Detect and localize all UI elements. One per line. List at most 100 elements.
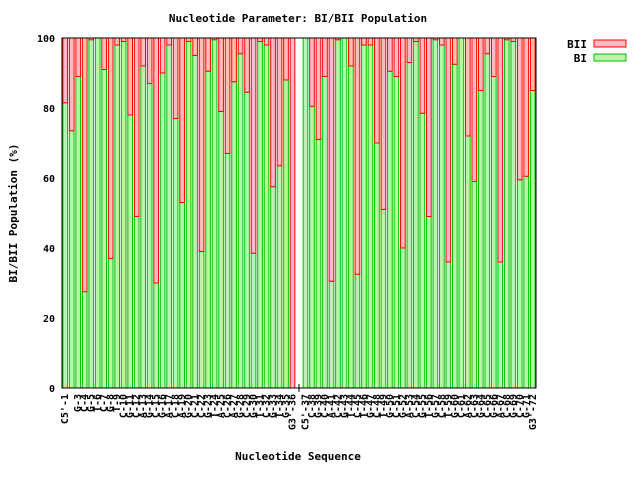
bar-bii-C-22 <box>198 37 205 252</box>
x-tick-label: G-55 <box>417 394 428 418</box>
bar-bii-G-47 <box>367 37 374 46</box>
bar-bi-A-13 <box>140 65 147 389</box>
bar-bii-G-64 <box>477 37 484 91</box>
x-tick-label: C-45 <box>352 394 363 418</box>
bar-bii-C-51 <box>393 37 400 77</box>
bar-bii-C-63 <box>471 37 478 182</box>
bar-bi-A-19 <box>179 202 185 389</box>
bar-bii-G3'-72 <box>529 37 536 91</box>
x-tick-label: A-25 <box>216 394 227 418</box>
legend-swatch-bii <box>593 39 627 48</box>
bar-bii-C-2 <box>68 37 75 132</box>
bar-bi-C-68 <box>503 39 510 389</box>
bar-bi-C-12 <box>133 216 140 389</box>
bar-bi-C-21 <box>192 55 198 389</box>
x-tick-label: C-12 <box>132 394 143 418</box>
bar-bi-G-64 <box>477 90 484 389</box>
x-tick-label: G-16 <box>158 394 169 418</box>
x-tick-label: T-24 <box>210 394 221 418</box>
legend-swatch-bi <box>593 53 627 62</box>
bar-bi-G-3 <box>75 76 82 389</box>
x-tick-label: G-39 <box>313 394 324 418</box>
x-tick-label: T-34 <box>275 394 286 418</box>
bar-bi-G-30 <box>250 252 257 389</box>
bar-bii-C-58 <box>439 37 445 46</box>
x-tick-label: C5'-37 <box>300 394 311 430</box>
x-tick-label: G-33 <box>268 394 279 418</box>
x-tick-label: G-64 <box>476 394 487 418</box>
bar-bii-C-26 <box>224 37 231 154</box>
x-tick-label: G-3 <box>73 394 84 412</box>
bar-bii-G-28 <box>237 37 244 55</box>
bar-bi-G-39 <box>315 139 322 389</box>
x-tick-label: G-60 <box>450 394 461 418</box>
legend-label-bii: BII <box>567 38 587 51</box>
y-tick-label: 100 <box>37 34 55 45</box>
x-tick-label: T-49 <box>378 394 389 418</box>
bar-bi-C-63 <box>471 181 478 389</box>
bar-bii-C-10 <box>120 37 127 42</box>
bar-bii-G-3 <box>75 37 82 77</box>
bar-bii-T-56 <box>426 37 432 217</box>
x-tick-label: G-30 <box>249 394 260 418</box>
x-tick-label: G-28 <box>236 394 247 418</box>
x-axis-label: Nucleotide Sequence <box>235 450 361 463</box>
bar-bii-A-13 <box>140 37 147 67</box>
x-tick-label: C-40 <box>320 394 331 418</box>
bar-bi-A-62 <box>464 135 471 389</box>
x-tick-label: A-67 <box>495 394 506 418</box>
plot-frame <box>61 37 537 392</box>
y-axis-label: BI/BII Population (%) <box>7 143 20 282</box>
bar-bi-G-47 <box>367 44 374 389</box>
bar-bi-C-7 <box>101 69 108 389</box>
bar-bii-G-50 <box>387 37 393 72</box>
x-tick-label: C-61 <box>456 394 467 418</box>
bar-bii-G-66 <box>490 37 497 77</box>
bar-bii-C-40 <box>322 37 328 77</box>
bar-bii-C-29 <box>244 37 250 93</box>
bar-bii-C-54 <box>413 37 419 42</box>
y-tick-label: 40 <box>43 244 55 255</box>
x-tick-label: T-59 <box>443 394 454 418</box>
bar-bii-T-9 <box>114 37 121 46</box>
bar-bi-G3'-72 <box>529 90 536 389</box>
bar-bi-A-17 <box>166 44 172 389</box>
x-tick-label: G-23 <box>203 394 214 418</box>
x-tick-label: C-51 <box>391 394 402 418</box>
x-tick-label: C-68 <box>502 394 513 418</box>
x-tick-label: C-18 <box>171 394 182 418</box>
y-tick-label: 60 <box>43 174 55 185</box>
bar-bii-G-39 <box>315 37 322 140</box>
bar-bi-C-15 <box>153 282 159 389</box>
y-tick-label: 80 <box>43 104 55 115</box>
x-tick-label: G-69 <box>508 394 519 418</box>
bar-bi-T-59 <box>445 261 452 389</box>
bar-bii-T-31 <box>257 37 263 42</box>
bar-bii-G-23 <box>205 37 211 72</box>
bar-bi-T-31 <box>257 41 263 389</box>
legend-label-bi: BI <box>574 52 587 65</box>
bar-bi-G-5 <box>88 39 95 389</box>
bar-bi-C5'-37 <box>302 37 309 389</box>
x-tick-label: G-20 <box>184 394 195 418</box>
y-tick-label: 0 <box>49 384 55 395</box>
bar-bii-A-25 <box>218 37 224 112</box>
bar-bi-C-10 <box>120 41 127 389</box>
x-tick-label: C-38 <box>307 394 318 418</box>
x-tick-label: C-32 <box>262 394 273 418</box>
x-tick-label: A-62 <box>463 394 474 418</box>
x-tick-label: G-57 <box>430 394 441 418</box>
bar-bi-C-29 <box>244 91 250 389</box>
x-tick-label: C-26 <box>223 394 234 418</box>
x-tick-label: T-31 <box>255 394 266 418</box>
bar-bii-C-45 <box>354 37 361 275</box>
bar-bii-A-67 <box>497 37 504 263</box>
bar-bi-G-57 <box>432 39 439 389</box>
bar-bii-G3'-36 <box>289 37 296 389</box>
bar-bii-C-38 <box>309 37 315 107</box>
bar-bi-C-32 <box>263 44 270 389</box>
bar-bii-A-17 <box>166 37 172 46</box>
bar-bi-G-55 <box>419 112 426 389</box>
bar-bii-C-32 <box>263 37 270 46</box>
